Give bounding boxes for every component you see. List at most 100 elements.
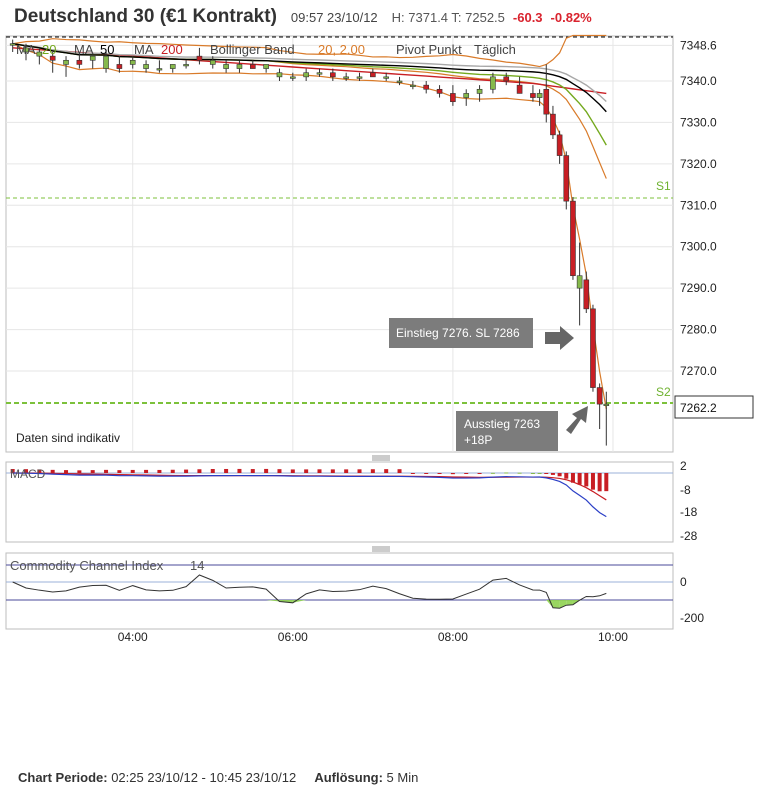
candle-body	[570, 200, 576, 277]
macd-histogram-bar	[397, 469, 402, 473]
price-change: -60.3	[512, 10, 543, 25]
resolution-value: 5 Min	[386, 770, 419, 785]
macd-histogram-bar	[250, 469, 255, 473]
candle-body	[49, 55, 56, 61]
entry-arrow-icon	[545, 326, 574, 350]
macd-histogram-bar	[450, 473, 455, 475]
indicative-note: Daten sind indikativ	[16, 431, 120, 445]
pivot-s2-label: S2	[656, 385, 671, 399]
macd-histogram-bar	[90, 470, 95, 473]
macd-histogram-bar	[277, 469, 282, 473]
macd-histogram-bar	[304, 469, 309, 473]
candle-body	[423, 84, 430, 90]
macd-histogram-bar	[537, 472, 542, 474]
candle-body	[463, 93, 470, 98]
y-tick-label: 7320.0	[680, 157, 717, 171]
macd-histogram-bar	[477, 473, 482, 474]
macd-histogram-bar	[544, 473, 549, 474]
candle-body	[516, 84, 523, 94]
candle-body	[183, 64, 189, 67]
last-price-label: 7262.2	[680, 401, 717, 415]
candle-body	[383, 76, 389, 79]
macd-histogram-bar	[504, 472, 509, 474]
candle-body	[89, 55, 96, 61]
cci-oversold-fill	[546, 600, 553, 608]
candle-body	[36, 51, 43, 57]
cci-tick-label: -200	[680, 611, 704, 625]
exit-annotation-box	[456, 411, 558, 451]
macd-histogram-bar	[197, 469, 202, 473]
macd-histogram-bar	[24, 469, 29, 473]
ma50-line	[12, 43, 607, 113]
exit-arrow-icon	[566, 406, 588, 434]
candle-body	[316, 72, 323, 75]
macd-histogram-bar	[237, 468, 242, 473]
macd-histogram-bar	[564, 473, 569, 479]
candle-body	[410, 84, 416, 87]
legend-bb-label: Bollinger Band	[210, 42, 295, 57]
candle-body	[596, 387, 603, 405]
candle-body	[550, 113, 556, 136]
legend-ma200-label: MA	[134, 42, 154, 57]
cci-oversold-fill	[552, 600, 560, 609]
macd-histogram-bar	[577, 473, 582, 485]
y-tick-label: 7290.0	[680, 281, 717, 295]
period-label: Chart Periode:	[18, 770, 108, 785]
macd-histogram-bar	[224, 468, 229, 473]
macd-histogram-bar	[344, 469, 349, 473]
candle-body	[603, 403, 610, 406]
legend-ma20-label: MA	[16, 42, 36, 57]
macd-histogram-bar	[557, 473, 562, 477]
macd-histogram-bar	[410, 473, 415, 474]
macd-histogram-bar	[590, 473, 595, 490]
y-tick-label: 7340.0	[680, 74, 717, 88]
x-tick-label: 10:00	[598, 630, 628, 644]
x-tick-label: 06:00	[278, 630, 308, 644]
macd-histogram-bar	[144, 469, 149, 473]
macd-tick-label: -18	[680, 505, 698, 519]
entry-annotation-box	[389, 318, 533, 348]
candle-body	[590, 308, 596, 388]
time-axis: 04:00 06:00 08:00 10:00	[118, 630, 629, 644]
y-tick-label: 7300.0	[680, 240, 717, 254]
macd-histogram-bar	[597, 473, 602, 492]
cci-label: Commodity Channel Index	[10, 558, 164, 573]
candles-group	[9, 39, 610, 446]
cci-oversold-fill	[266, 600, 280, 602]
macd-tick-label: -8	[680, 483, 691, 497]
macd-histogram-bar	[10, 469, 15, 473]
legend-ma20-period: 20	[42, 42, 56, 57]
macd-histogram-bar	[604, 473, 609, 492]
candle-body	[490, 76, 496, 90]
candle-body	[23, 47, 29, 53]
macd-histogram-bar	[170, 469, 175, 473]
cci-axis: 0 -200	[680, 575, 704, 625]
macd-tick-label: 2	[680, 459, 687, 473]
cci-tick-label: 0	[680, 575, 687, 589]
high-low: H: 7371.4 T: 7252.5	[391, 10, 505, 25]
macd-histogram-bar	[424, 473, 429, 474]
candle-body	[129, 59, 136, 65]
macd-resize-handle-icon[interactable]	[372, 455, 390, 461]
macd-histogram-bar	[184, 469, 189, 473]
macd-histogram-bar	[584, 473, 589, 487]
quote-time: 09:57 23/10/12	[290, 10, 378, 25]
macd-histogram-bar	[437, 473, 442, 474]
candle-body	[583, 279, 590, 310]
macd-histogram-bar	[370, 469, 375, 473]
macd-histogram-bar	[50, 469, 55, 473]
candle-body	[63, 59, 69, 65]
candle-body	[370, 72, 376, 78]
cci-resize-handle-icon[interactable]	[372, 546, 390, 552]
candle-body	[436, 88, 443, 94]
macd-line	[12, 472, 607, 518]
candle-body	[103, 55, 109, 69]
macd-histogram	[10, 468, 609, 492]
macd-histogram-bar	[64, 470, 69, 473]
macd-histogram-bar	[290, 469, 295, 473]
price-change-pct: -0.82%	[550, 10, 592, 25]
candle-body	[563, 155, 570, 202]
candle-body	[396, 80, 403, 83]
candle-body	[556, 134, 563, 156]
candle-body	[290, 76, 296, 79]
